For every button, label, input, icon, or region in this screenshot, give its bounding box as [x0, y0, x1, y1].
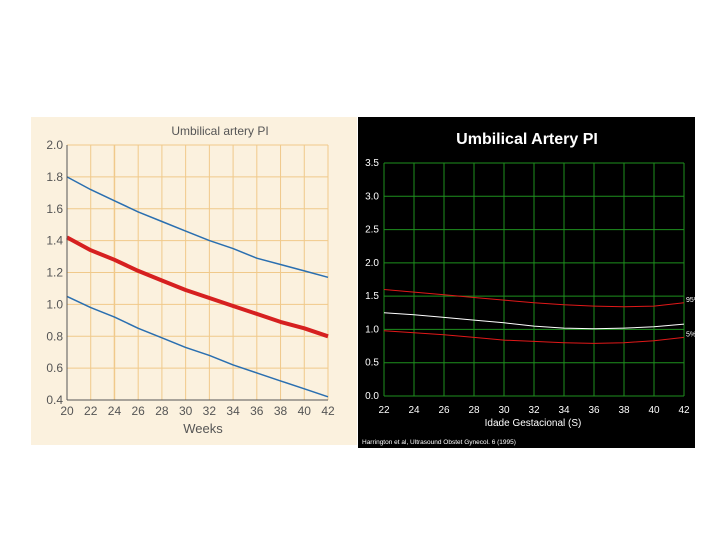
right-x-tick-label: 26 [438, 405, 450, 416]
left-y-tick-label: 1.0 [46, 297, 63, 311]
right-series-labels: 95% 5% [686, 297, 700, 339]
right-y-tick-label: 2.5 [365, 225, 379, 236]
right-x-tick-label: 40 [648, 405, 660, 416]
left-x-tick-label: 38 [274, 404, 288, 418]
right-x-tick-label: 42 [678, 405, 690, 416]
left-chart: Umbilical artery PI 20 22 24 26 28 30 32 34 36 38… [31, 117, 357, 445]
left-x-tick-label: 24 [108, 404, 122, 418]
right-y-tick-label: 0.0 [365, 391, 379, 402]
left-x-tick-label: 42 [321, 404, 335, 418]
right-y-tick-label: 0.5 [365, 358, 379, 369]
right-x-tick-label: 30 [498, 405, 510, 416]
left-series-line-0 [66, 176, 329, 279]
left-x-axis-label: Weeks [183, 421, 223, 436]
left-x-tick-label: 34 [226, 404, 240, 418]
right-y-tick-label: 1.0 [365, 324, 379, 335]
right-citation: Harrington et al, Ultrasound Obstet Gyne… [362, 439, 516, 446]
right-x-tick-label: 38 [618, 405, 630, 416]
left-y-tick-label: 2.0 [46, 138, 63, 152]
right-y-tick-label: 3.5 [365, 158, 379, 169]
right-y-tick-label: 3.0 [365, 191, 379, 202]
right-y-tick-label: 2.0 [365, 258, 379, 269]
right-x-tick-label: 22 [378, 405, 390, 416]
right-x-tick-label: 32 [528, 405, 540, 416]
left-x-tick-label: 32 [203, 404, 217, 418]
right-x-tick-label: 24 [408, 405, 420, 416]
right-chart-background [358, 117, 695, 448]
right-series-line-0 [383, 289, 685, 308]
left-y-tick-label: 0.6 [46, 361, 63, 375]
left-x-tick-label: 40 [298, 404, 312, 418]
right-series-line-1 [383, 312, 685, 330]
left-axes [66, 145, 328, 401]
right-series-label: 95% [686, 297, 700, 304]
left-chart-title: Umbilical artery PI [171, 124, 268, 138]
left-y-tick-label: 1.2 [46, 266, 63, 280]
right-chart-title: Umbilical Artery PI [456, 131, 598, 148]
right-grid [383, 162, 685, 397]
left-y-tick-labels: 0.4 0.6 0.8 1.0 1.2 1.4 1.6 1.8 2.0 [46, 138, 63, 407]
left-x-tick-label: 28 [155, 404, 169, 418]
left-x-tick-label: 20 [60, 404, 74, 418]
right-x-tick-label: 28 [468, 405, 480, 416]
left-y-tick-label: 1.8 [46, 170, 63, 184]
right-x-tick-label: 36 [588, 405, 600, 416]
right-chart: Umbilical Artery PI 22 24 26 28 30 32 34 36 38 40… [358, 117, 700, 448]
right-series-label: 5% [686, 331, 696, 338]
left-x-tick-label: 26 [132, 404, 146, 418]
left-series-line-2 [66, 295, 329, 398]
right-y-tick-labels: 0.0 0.5 1.0 1.5 2.0 2.5 3.0 3.5 [365, 158, 379, 402]
right-x-tick-label: 34 [558, 405, 570, 416]
right-series-line-2 [383, 330, 685, 344]
left-y-tick-label: 1.4 [46, 234, 63, 248]
left-chart-background [31, 117, 357, 445]
left-y-tick-label: 0.4 [46, 393, 63, 407]
left-x-tick-labels: 20 22 24 26 28 30 32 34 36 38 40 42 [60, 404, 335, 418]
left-x-tick-label: 36 [250, 404, 264, 418]
left-series-group [66, 176, 329, 398]
right-y-tick-label: 1.5 [365, 291, 379, 302]
left-series-line-1 [66, 235, 329, 339]
left-y-tick-label: 1.6 [46, 202, 63, 216]
right-series-group [383, 289, 685, 344]
left-x-tick-label: 30 [179, 404, 193, 418]
right-x-axis-label: Idade Gestacional (S) [485, 418, 582, 429]
right-x-tick-labels: 22 24 26 28 30 32 34 36 38 40 42 [378, 405, 690, 416]
left-y-tick-label: 0.8 [46, 329, 63, 343]
left-x-tick-label: 22 [84, 404, 98, 418]
